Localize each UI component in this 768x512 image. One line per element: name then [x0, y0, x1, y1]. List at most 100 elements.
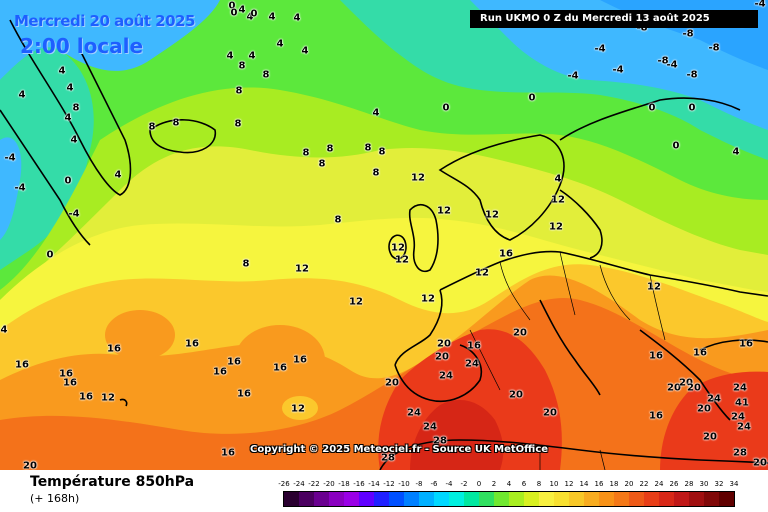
isotherm-value-label: 16 — [227, 356, 241, 368]
color-scale-cell — [329, 492, 344, 506]
isotherm-value-label: 20 — [543, 407, 557, 419]
isotherm-value-label: 20 — [513, 327, 527, 339]
isotherm-value-label: 8 — [238, 60, 246, 72]
isotherm-value-label: -4 — [666, 59, 678, 71]
isotherm-value-label: -4 — [594, 43, 606, 55]
copyright-text: Copyright © 2025 Meteociel.fr - Source U… — [250, 444, 549, 455]
isotherm-value-label: 28 — [733, 447, 747, 459]
isotherm-value-label: 12 — [437, 205, 451, 217]
color-scale-cell — [299, 492, 314, 506]
color-scale-cell — [359, 492, 374, 506]
isotherm-value-label: 24 — [733, 382, 747, 394]
color-scale-cell — [629, 492, 644, 506]
isotherm-value-label: 8 — [234, 118, 242, 130]
color-scale-cell — [374, 492, 389, 506]
color-scale-cell — [434, 492, 449, 506]
isotherm-value-label: -8 — [657, 55, 669, 67]
field-cyan-west — [0, 47, 94, 271]
map-variable-title: Température 850hPa — [30, 474, 195, 490]
color-scale-cell — [644, 492, 659, 506]
isotherm-value-label: 12 — [349, 296, 363, 308]
field-dark-orange — [0, 298, 768, 470]
color-scale-tick-label: 32 — [714, 480, 724, 488]
color-scale-tick-label: -14 — [368, 480, 380, 488]
isotherm-value-label: 16 — [467, 340, 481, 352]
isotherm-value-label: 4 — [372, 107, 380, 119]
color-scale-cell — [389, 492, 404, 506]
isotherm-value-label: 28 — [433, 435, 447, 447]
isotherm-value-label: -8 — [708, 42, 720, 54]
isotherm-value-label: 0 — [442, 102, 450, 114]
isotherm-value-label: 12 — [647, 281, 661, 293]
forecast-hour: 2:00 locale — [20, 34, 144, 58]
isotherm-value-label: 28 — [381, 452, 395, 464]
color-scale-tick-label: 6 — [521, 480, 527, 488]
borders — [469, 251, 666, 470]
isotherm-value-label: 0 — [528, 92, 536, 104]
color-scale-tick-label: 10 — [549, 480, 559, 488]
isotherm-value-label: 16 — [499, 248, 513, 260]
isotherm-value-label: 0 — [688, 102, 696, 114]
isotherm-value-label: 4 — [70, 134, 78, 146]
field-deep-red — [410, 400, 504, 470]
isotherm-value-label: 12 — [101, 392, 115, 404]
color-scale-cell — [494, 492, 509, 506]
color-scale-cell — [599, 492, 614, 506]
color-scale-cell — [719, 492, 734, 506]
isotherm-value-label: 16 — [693, 347, 707, 359]
isotherm-value-label: -4 — [68, 208, 80, 220]
isotherm-value-label: 4 — [732, 146, 740, 158]
isotherm-value-label: 20 — [23, 460, 37, 471]
isotherm-value-label: 20 — [437, 338, 451, 350]
color-scale-cell — [479, 492, 494, 506]
color-scale-cell — [569, 492, 584, 506]
isotherm-value-label: 20 — [703, 431, 717, 443]
isotherm-value-label: 4 — [0, 324, 8, 336]
isotherm-value-label: 0 — [228, 0, 236, 12]
isotherm-value-label: 16 — [739, 338, 753, 350]
isotherm-value-label: 12 — [549, 221, 563, 233]
isotherm-value-label: 4 — [114, 169, 122, 181]
isotherm-value-label: 16 — [185, 338, 199, 350]
color-scale-tick-label: 34 — [729, 480, 739, 488]
isotherm-value-label: 20 — [385, 377, 399, 389]
isotherm-value-label: 8 — [242, 258, 250, 270]
color-scale-cell — [449, 492, 464, 506]
isotherm-value-label: 4 — [268, 11, 276, 23]
isotherm-value-label: -8 — [636, 22, 648, 34]
color-scale-tick-label: 20 — [624, 480, 634, 488]
isotherm-value-label: 12 — [475, 267, 489, 279]
temperature-map[interactable]: 0 4 0 4 0 4 4 4 8 4 4 8 8 4 4 4 4 8 4 4 -4 0 -4 4 -4 0 4 8 8 8 4 8 8 8 8 8 8… — [0, 0, 768, 470]
isotherm-value-label: 16 — [107, 343, 121, 355]
isotherm-value-label: 8 — [72, 102, 80, 114]
isotherm-value-label: 12 — [485, 209, 499, 221]
color-scale-tick-label: 4 — [506, 480, 512, 488]
isotherm-value-label: 8 — [262, 69, 270, 81]
color-scale-tick-label: 26 — [669, 480, 679, 488]
isotherm-value-label: 16 — [237, 388, 251, 400]
field-orange-blob-1 — [105, 310, 175, 360]
color-scale-cell — [344, 492, 359, 506]
isotherm-value-label: 4 — [246, 11, 254, 23]
isotherm-value-label: 20 — [509, 389, 523, 401]
isotherm-value-label: 24 — [465, 358, 479, 370]
isotherm-value-label: 8 — [148, 121, 156, 133]
color-scale-tick-label: -18 — [338, 480, 350, 488]
isotherm-value-label: 24 — [423, 421, 437, 433]
color-scale-tick-label: 18 — [609, 480, 619, 488]
isotherm-value-label: 8 — [172, 117, 180, 129]
isotherm-value-label: 16 — [293, 354, 307, 366]
isotherm-value-label: -4 — [4, 152, 16, 164]
temperature-field — [0, 0, 768, 470]
isotherm-value-label: 8 — [372, 167, 380, 179]
color-scale-cell — [284, 492, 299, 506]
color-scale-cell — [614, 492, 629, 506]
isotherm-value-label: -4 — [567, 70, 579, 82]
isotherm-value-label: 4 — [248, 50, 256, 62]
isotherm-value-label: 16 — [63, 377, 77, 389]
isotherm-value-label: 16 — [59, 368, 73, 380]
isotherm-value-label: 16 — [221, 447, 235, 459]
isotherm-value-label: 4 — [226, 50, 234, 62]
isotherm-value-label: 16 — [79, 391, 93, 403]
isotherm-value-label: 20 — [667, 382, 681, 394]
